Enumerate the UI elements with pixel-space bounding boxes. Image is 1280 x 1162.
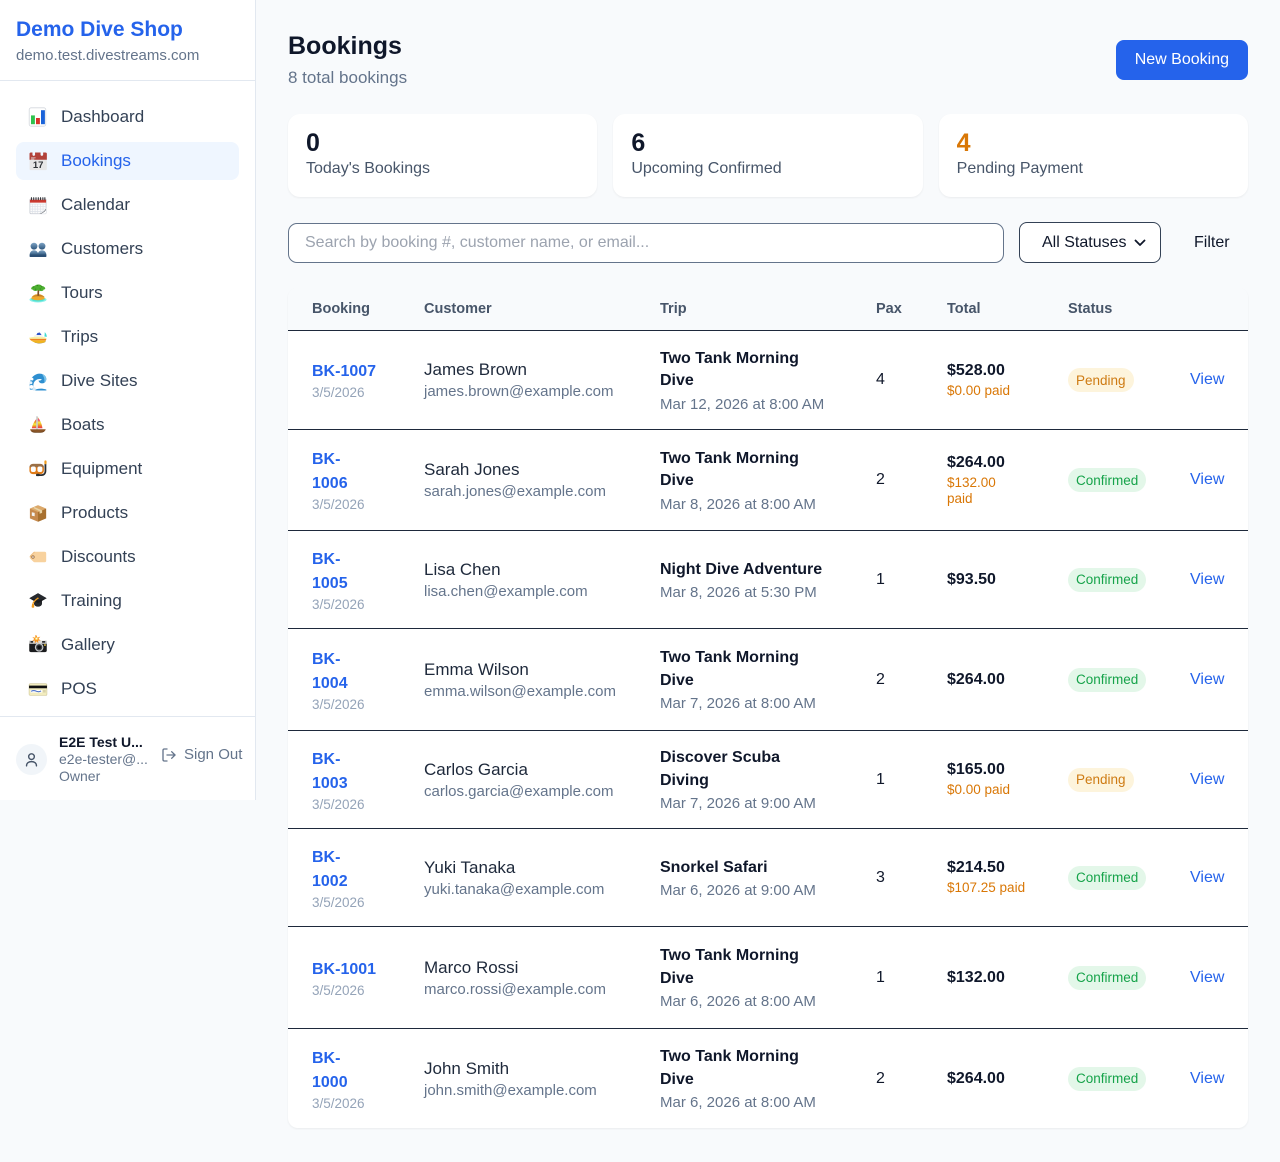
svg-text:17: 17	[33, 160, 44, 171]
